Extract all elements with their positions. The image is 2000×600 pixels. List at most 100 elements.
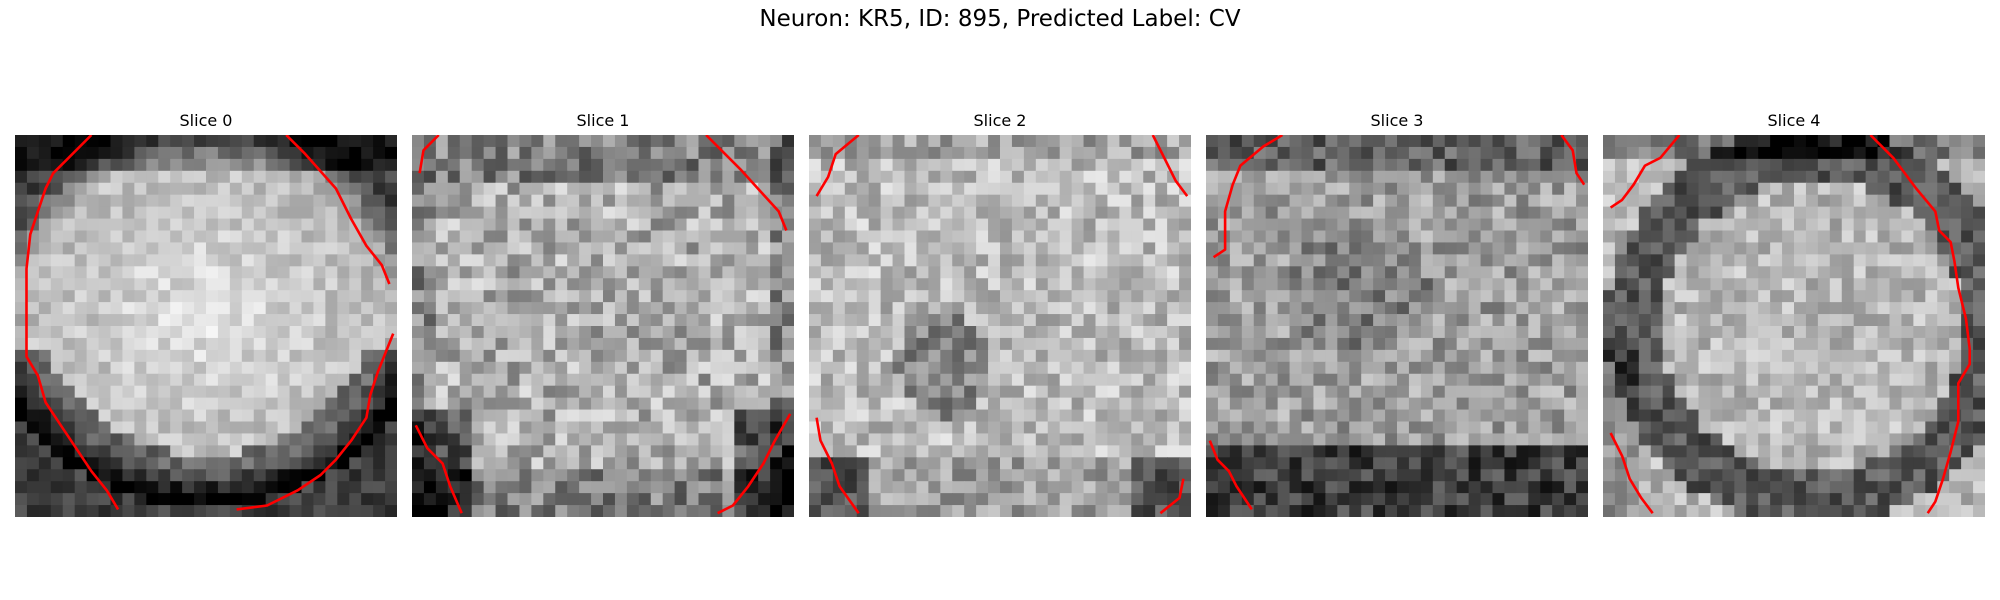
pixel [1301,409,1315,423]
pixel [373,469,386,482]
pixel [435,158,449,172]
pixel [217,397,231,411]
pixel [868,421,882,435]
pixel [1626,254,1640,267]
pixel [182,278,195,291]
pixel [1889,158,1903,172]
pixel [50,326,64,339]
pixel [1131,481,1144,494]
pixel [1456,373,1470,387]
pixel [62,469,76,482]
pixel [1925,146,1938,160]
figure-title: Neuron: KR5, ID: 895, Predicted Label: C… [759,6,1241,32]
pixel [483,242,497,255]
pixel [1913,254,1926,267]
pixel [1650,397,1664,411]
pixel [880,278,894,291]
pixel [976,337,989,351]
pixel [1143,146,1156,160]
pixel [313,302,326,315]
pixel [868,242,882,255]
pixel [1686,218,1700,232]
pixel [1408,397,1422,411]
pixel [265,409,279,423]
pixel [782,158,794,172]
pixel [1710,218,1723,232]
pixel [809,326,822,339]
pixel [1071,135,1085,148]
pixel [1444,146,1458,160]
pixel [1206,314,1219,327]
pixel [217,146,231,160]
pixel [1528,337,1541,351]
pixel [194,218,207,232]
pixel [1770,397,1783,411]
pixel [229,302,243,315]
pixel [182,385,195,399]
pixel [531,421,544,435]
pixel [844,278,858,291]
pixel [1722,194,1735,208]
pixel [892,290,906,303]
pixel [146,266,159,279]
pixel [1492,337,1506,351]
pixel [229,230,243,244]
pixel [325,146,338,160]
pixel [325,266,338,279]
pixel [1746,278,1759,291]
pixel [1143,170,1156,184]
pixel [1206,409,1219,423]
pixel [892,326,906,339]
pixel [1373,314,1386,327]
pixel [325,302,338,315]
pixel [1167,433,1180,446]
pixel [674,349,688,363]
pixel [98,302,112,315]
pixel [1229,206,1243,220]
pixel [1913,433,1926,446]
pixel [1456,493,1470,506]
pixel [1179,170,1191,184]
pixel [1889,278,1903,291]
pixel [1853,266,1867,279]
pixel [1877,254,1891,267]
pixel [579,278,592,291]
pixel [940,445,953,458]
pixel [1179,397,1191,411]
pixel [459,230,473,244]
pixel [1397,194,1410,208]
pixel [892,242,906,255]
pixel [614,206,628,220]
pixel [1770,254,1783,267]
pixel [1949,326,1962,339]
pixel [1217,290,1231,303]
pixel [1782,445,1795,458]
pixel [1576,469,1588,482]
pixel [1229,242,1243,255]
pixel [459,158,473,172]
pixel [182,469,195,482]
pixel [1734,278,1747,291]
pixel [1420,314,1434,327]
pixel [412,337,425,351]
pixel [904,505,918,517]
pixel [1408,433,1422,446]
pixel [856,278,870,291]
pixel [229,469,243,482]
pixel [1480,397,1494,411]
pixel [206,457,219,470]
pixel [412,135,425,148]
pixel [146,385,159,399]
pixel [1540,182,1553,196]
pixel [1131,373,1144,387]
pixel [1397,218,1410,232]
pixel [1301,278,1315,291]
pixel [15,266,28,279]
pixel [1059,397,1073,411]
pixel [1877,278,1891,291]
pixel [952,230,965,244]
pixel [50,505,64,517]
pixel [412,290,425,303]
pixel [337,337,350,351]
pixel [194,194,207,208]
